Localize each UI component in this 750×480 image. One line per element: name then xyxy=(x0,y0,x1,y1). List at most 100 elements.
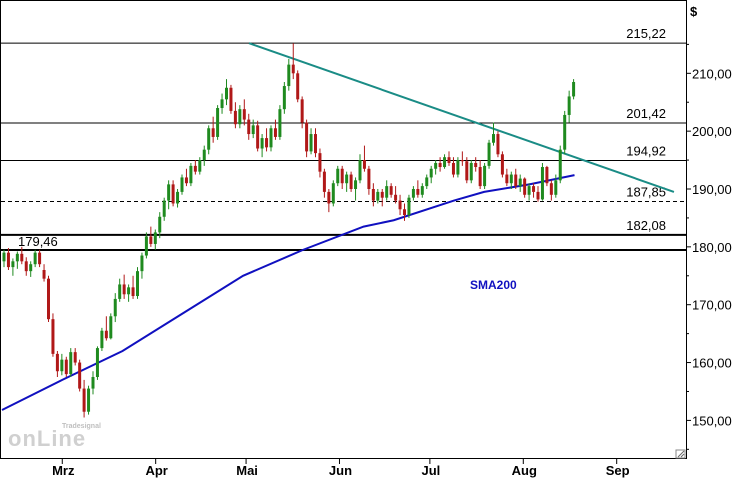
x-axis: Mrz Apr Mai Jun Jul Aug Sep xyxy=(52,458,630,478)
candle-body xyxy=(91,377,95,389)
resize-grip-icon[interactable] xyxy=(675,449,686,459)
candle-body xyxy=(193,165,197,172)
candle-body xyxy=(158,216,162,233)
candle-body xyxy=(509,174,513,184)
candle-body xyxy=(460,160,464,162)
candle-body xyxy=(540,167,544,200)
candle-body xyxy=(269,128,273,148)
candle-body xyxy=(465,161,469,181)
candle-body xyxy=(545,167,549,184)
candle-body xyxy=(82,388,86,412)
candle-body xyxy=(216,108,220,137)
candle-body xyxy=(167,184,171,201)
candle-body xyxy=(505,174,509,184)
candle-body xyxy=(389,186,393,195)
candle-body xyxy=(229,87,233,111)
candle-body xyxy=(536,191,540,200)
x-tick-label: Aug xyxy=(512,463,537,478)
level-label: 201,42 xyxy=(626,106,666,121)
candle-body xyxy=(278,109,282,137)
candle-body xyxy=(567,96,571,115)
x-tick-label: Mrz xyxy=(52,463,75,478)
candle-body xyxy=(273,128,277,137)
candle-body xyxy=(247,119,251,135)
candle-body xyxy=(176,191,180,204)
candle-body xyxy=(2,252,6,262)
currency-unit: $ xyxy=(690,4,698,19)
candle-body xyxy=(492,134,495,143)
candle-body xyxy=(109,316,113,339)
y-tick-label: 210,00 xyxy=(692,66,732,81)
candle-body xyxy=(118,284,122,299)
candle-body xyxy=(122,284,126,295)
candle-body xyxy=(554,180,558,195)
candle-body xyxy=(64,359,68,375)
x-tick-label: Jun xyxy=(329,463,352,478)
y-tick-label: 180,00 xyxy=(692,240,732,255)
level-label: 179,46 xyxy=(18,234,58,249)
y-tick-label: 170,00 xyxy=(692,298,732,313)
candle-body xyxy=(95,348,99,378)
candle-body xyxy=(385,186,389,198)
y-tick-label: 190,00 xyxy=(692,182,732,197)
level-label: 182,08 xyxy=(626,218,666,233)
x-tick-label: Mai xyxy=(236,463,258,478)
level-label: 194,92 xyxy=(626,144,666,159)
candle-body xyxy=(144,236,148,256)
watermark-brand-main: onLine xyxy=(8,426,86,451)
candle-body xyxy=(314,134,317,154)
candle-body xyxy=(478,167,482,187)
y-axis: 150,00 160,00 170,00 180,00 190,00 200,00 210,… xyxy=(686,43,732,450)
candle-body xyxy=(20,253,24,262)
candle-body xyxy=(242,109,246,120)
candle-body xyxy=(380,191,384,198)
candle-body xyxy=(29,264,33,272)
candle-body xyxy=(532,186,536,192)
candle-body xyxy=(291,64,295,74)
candle-body xyxy=(220,99,224,109)
candle-body xyxy=(47,278,50,320)
candle-body xyxy=(416,189,420,195)
watermark: Tradesignal onLine xyxy=(8,423,101,451)
candle-body xyxy=(136,271,139,297)
candle-body xyxy=(523,178,527,195)
candle-body xyxy=(336,168,340,184)
candle-body xyxy=(362,160,366,169)
candle-body xyxy=(327,191,331,204)
candle-body xyxy=(69,352,73,375)
candle-body xyxy=(251,125,255,135)
candle-body xyxy=(87,388,91,412)
candle-body xyxy=(340,168,344,184)
candle-body xyxy=(425,177,429,187)
level-label: 187,85 xyxy=(626,184,666,199)
candle-body xyxy=(558,149,562,181)
candle-body xyxy=(371,189,375,201)
y-tick-label: 200,00 xyxy=(692,124,732,139)
candle-body xyxy=(403,209,406,216)
candle-body xyxy=(38,252,42,265)
candle-body xyxy=(211,128,215,137)
candle-body xyxy=(162,200,166,217)
candle-body xyxy=(305,122,309,152)
candle-body xyxy=(149,236,153,244)
y-tick-label: 160,00 xyxy=(692,356,732,371)
sma200-label: SMA200 xyxy=(470,278,517,292)
candle-body xyxy=(474,162,478,168)
candle-body xyxy=(300,99,304,123)
candle-body xyxy=(256,125,260,149)
candle-body xyxy=(198,160,202,172)
candle-body xyxy=(358,160,362,181)
candle-body xyxy=(451,162,455,175)
x-tick-label: Apr xyxy=(145,463,167,478)
candle-body xyxy=(514,174,518,187)
candle-body xyxy=(171,184,175,204)
candle-body xyxy=(487,142,491,166)
candle-body xyxy=(131,287,135,297)
candle-body xyxy=(180,177,184,192)
candle-body xyxy=(6,252,10,268)
candle-body xyxy=(73,352,77,363)
candlesticks xyxy=(2,43,576,418)
candle-body xyxy=(233,110,237,125)
sma200-path xyxy=(1,174,575,411)
